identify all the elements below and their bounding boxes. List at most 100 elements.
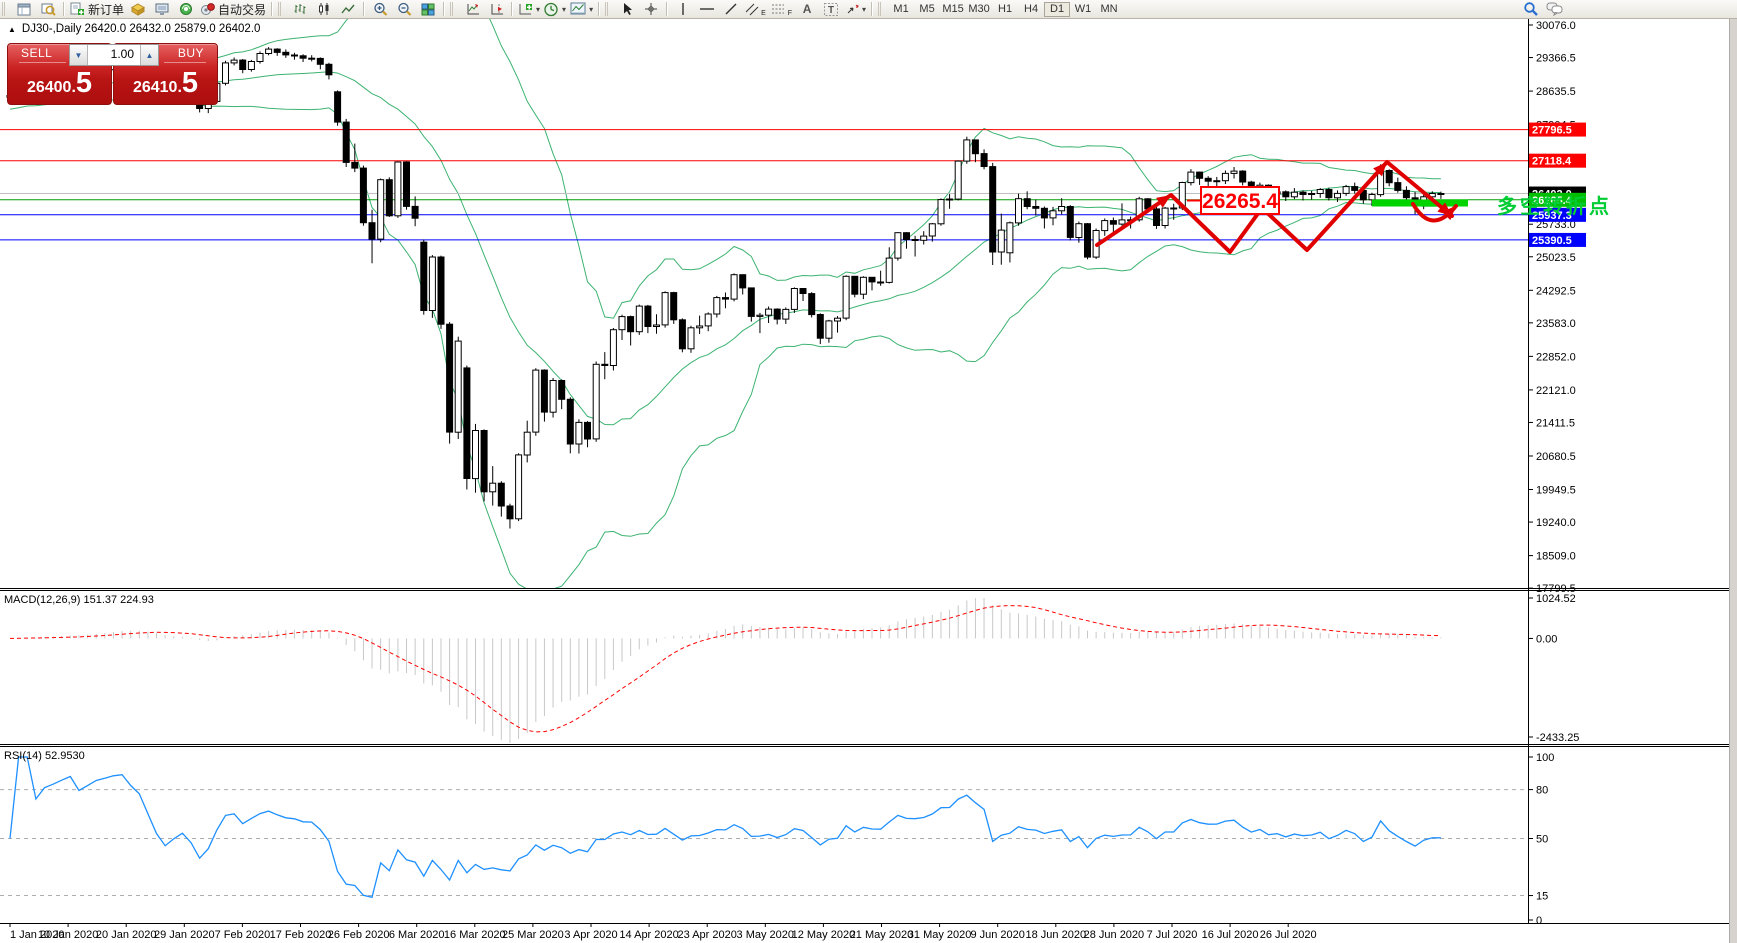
trendline-tool-icon[interactable]	[719, 1, 743, 17]
date-tick-label: 18 Jun 2020	[1026, 929, 1087, 941]
candle-body	[394, 161, 402, 217]
metaeditor-icon[interactable]	[126, 1, 150, 17]
rsi-scale-label: 100	[1536, 752, 1554, 764]
date-tick-label: 26 Jul 2020	[1260, 929, 1317, 941]
bar-chart-type-icon[interactable]	[288, 1, 312, 17]
volume-input[interactable]: 1.00	[110, 47, 134, 61]
rsi-scale-label: 15	[1536, 891, 1548, 903]
candle-body	[601, 363, 609, 366]
one-click-trade-panel: SELL 26400.5 BUY 26410.5 ▼ 1.00 ▲	[7, 40, 219, 105]
chat-icon[interactable]	[1543, 1, 1567, 17]
fibonacci-tool-icon[interactable]: F	[769, 1, 795, 17]
periods-dropdown[interactable]: ▾	[542, 1, 568, 17]
candle-body	[316, 57, 324, 65]
auto-arrange-icon[interactable]	[460, 1, 484, 17]
candle-body	[489, 482, 497, 493]
candle-body	[592, 363, 600, 440]
rsi-scale-label: 0	[1536, 915, 1542, 927]
candle-body	[230, 59, 238, 64]
candle-body	[1402, 189, 1410, 199]
tf-d1[interactable]: D1	[1044, 1, 1071, 17]
candle-body	[1437, 193, 1445, 195]
channel-tool-icon[interactable]: E	[743, 1, 769, 17]
tf-w1[interactable]: W1	[1074, 2, 1092, 15]
candle-body	[903, 232, 910, 240]
text-label-tool-icon[interactable]: T	[819, 1, 843, 17]
date-tick-label: 23 Apr 2020	[678, 929, 737, 941]
macd-label: MACD(12,26,9) 151.37 224.93	[4, 594, 154, 606]
candle-body	[661, 292, 669, 326]
tf-m30[interactable]: M30	[968, 2, 990, 15]
date-tick-label: 1 Jan 2020	[10, 929, 64, 941]
data-window-icon[interactable]	[36, 1, 60, 17]
candlestick-series	[6, 47, 1445, 529]
volume-increase-button[interactable]: ▲	[140, 45, 158, 65]
candle-body	[1049, 210, 1057, 219]
pane-frame	[0, 18, 1737, 924]
horizontal-line-tool-icon[interactable]	[695, 1, 719, 17]
candle-body	[782, 308, 790, 320]
signals-icon[interactable]	[174, 1, 198, 17]
candle-body	[1135, 198, 1143, 221]
candle-body	[747, 287, 755, 317]
autotrading-button[interactable]: 自动交易	[198, 1, 268, 17]
new-order-button[interactable]: 新订单	[68, 1, 126, 17]
tf-m1[interactable]: M1	[893, 2, 909, 15]
candle-body	[437, 256, 445, 325]
candle-body	[1196, 171, 1204, 179]
candle-body	[773, 308, 781, 320]
candle-body	[480, 430, 488, 493]
zoom-out-icon[interactable]	[392, 1, 416, 17]
candle-body	[1118, 219, 1126, 225]
date-tick-label: 9 Jun 2020	[970, 929, 1024, 941]
candle-body	[265, 48, 273, 54]
search-icon[interactable]	[1519, 1, 1543, 17]
candle-body	[506, 505, 514, 520]
shapes-dropdown[interactable]: ▾	[843, 1, 868, 17]
tf-m5[interactable]: M5	[919, 2, 935, 15]
volume-box: ▼ 1.00 ▲	[69, 44, 159, 66]
candle-body	[877, 281, 885, 284]
tile-windows-icon[interactable]	[416, 1, 440, 17]
tf-h4[interactable]: H4	[1024, 2, 1039, 15]
window-scrollbar-strip[interactable]	[1729, 18, 1737, 943]
candle-body	[1058, 206, 1066, 212]
terminal-icon[interactable]	[150, 1, 174, 17]
candle-body	[635, 305, 643, 333]
vertical-line-tool-icon[interactable]	[671, 1, 695, 17]
date-tick-label: 3 Apr 2020	[564, 929, 617, 941]
candle-body	[1015, 198, 1022, 224]
candle-body	[497, 482, 505, 507]
tf-m15[interactable]: M15	[942, 2, 964, 15]
chart-annotations: 26265.4 多空转折点	[1095, 160, 1609, 254]
chart-shift-icon[interactable]	[484, 1, 508, 17]
collapse-trade-panel-icon[interactable]: ▲	[8, 24, 16, 34]
candlestick-chart-type-icon[interactable]	[312, 1, 336, 17]
price-level-badge-text: 25390.5	[1532, 235, 1572, 247]
price-level-badge: 25937.3	[1529, 207, 1586, 222]
candle-body	[954, 160, 962, 200]
channel-tool-letter: E	[761, 9, 766, 17]
candle-body	[1221, 172, 1229, 182]
candle-body	[532, 369, 540, 433]
candle-body	[299, 55, 307, 59]
line-chart-type-icon[interactable]	[336, 1, 360, 17]
tf-h1[interactable]: H1	[998, 2, 1013, 15]
zoom-in-icon[interactable]	[368, 1, 392, 17]
cursor-icon[interactable]	[615, 1, 639, 17]
candle-body	[920, 235, 928, 241]
chart-window-icon[interactable]	[12, 1, 36, 17]
crosshair-icon[interactable]	[639, 1, 663, 17]
new-chart-dropdown[interactable]: ▾	[516, 1, 542, 17]
new-order-label: 新订单	[88, 2, 125, 17]
date-tick-label: 28 Jun 2020	[1084, 929, 1145, 941]
templates-dropdown[interactable]: ▾	[568, 1, 595, 17]
candle-body	[989, 166, 997, 253]
tf-mn[interactable]: MN	[1100, 2, 1118, 15]
arrowhead	[1373, 162, 1387, 177]
toolbar-grip[interactable]	[2, 2, 10, 16]
volume-decrease-button[interactable]: ▼	[70, 45, 88, 65]
date-tick-label: 6 Mar 2020	[389, 929, 445, 941]
text-tool-icon[interactable]: A	[802, 2, 812, 16]
